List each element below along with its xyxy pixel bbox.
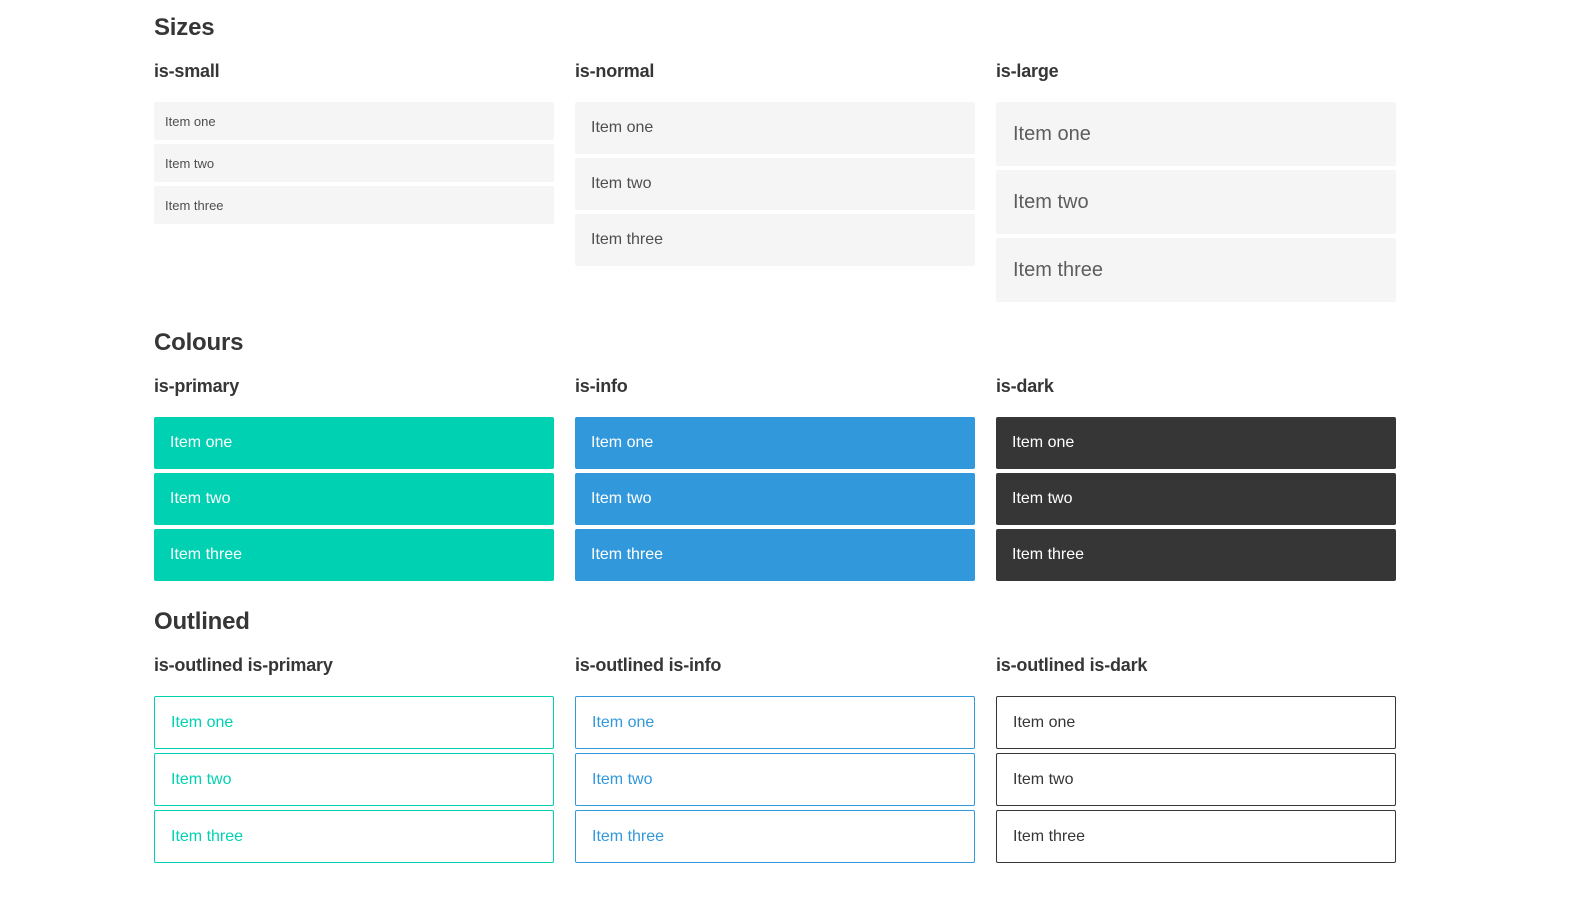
list-item[interactable]: Item three <box>575 810 975 863</box>
group-is-outlined-is-primary: is-outlined is-primary Item one Item two… <box>154 654 554 863</box>
list-item[interactable]: Item one <box>154 102 554 140</box>
list-item[interactable]: Item three <box>996 238 1396 302</box>
list-is-outlined-is-primary: Item one Item two Item three <box>154 696 554 863</box>
group-is-outlined-is-info: is-outlined is-info Item one Item two It… <box>575 654 975 863</box>
list-item[interactable]: Item three <box>575 214 975 266</box>
group-title-is-outlined-is-dark: is-outlined is-dark <box>996 655 1148 675</box>
group-title-is-outlined-is-info: is-outlined is-info <box>575 655 722 675</box>
group-is-info: is-info Item one Item two Item three <box>575 375 975 581</box>
group-is-primary: is-primary Item one Item two Item three <box>154 375 554 581</box>
list-is-info: Item one Item two Item three <box>575 417 975 581</box>
list-item[interactable]: Item one <box>575 696 975 749</box>
list-is-dark: Item one Item two Item three <box>996 417 1396 581</box>
list-item[interactable]: Item two <box>154 753 554 806</box>
list-item[interactable]: Item one <box>154 696 554 749</box>
list-item[interactable]: Item one <box>996 696 1396 749</box>
list-is-outlined-is-info: Item one Item two Item three <box>575 696 975 863</box>
group-title-is-small: is-small <box>154 61 220 81</box>
group-title-is-dark: is-dark <box>996 376 1054 396</box>
group-is-dark: is-dark Item one Item two Item three <box>996 375 1396 581</box>
list-item[interactable]: Item two <box>575 473 975 525</box>
list-is-primary: Item one Item two Item three <box>154 417 554 581</box>
group-title-is-outlined-is-primary: is-outlined is-primary <box>154 655 333 675</box>
colours-columns: is-primary Item one Item two Item three … <box>154 375 1396 581</box>
list-item[interactable]: Item two <box>154 473 554 525</box>
section-title-outlined: Outlined <box>154 608 250 635</box>
section-sizes: Sizes is-small Item one Item two Item th… <box>154 13 1396 302</box>
group-is-outlined-is-dark: is-outlined is-dark Item one Item two It… <box>996 654 1396 863</box>
list-item[interactable]: Item two <box>996 170 1396 234</box>
list-item[interactable]: Item three <box>996 529 1396 581</box>
section-title-colours: Colours <box>154 329 244 356</box>
list-is-small: Item one Item two Item three <box>154 102 554 224</box>
group-is-large: is-large Item one Item two Item three <box>996 60 1396 302</box>
list-is-outlined-is-dark: Item one Item two Item three <box>996 696 1396 863</box>
list-item[interactable]: Item one <box>575 417 975 469</box>
section-outlined: Outlined is-outlined is-primary Item one… <box>154 607 1396 863</box>
list-is-large: Item one Item two Item three <box>996 102 1396 302</box>
group-title-is-large: is-large <box>996 61 1059 81</box>
list-item[interactable]: Item two <box>996 473 1396 525</box>
sizes-columns: is-small Item one Item two Item three is… <box>154 60 1396 302</box>
group-title-is-info: is-info <box>575 376 628 396</box>
list-item[interactable]: Item three <box>154 186 554 224</box>
section-title-sizes: Sizes <box>154 14 215 41</box>
list-item[interactable]: Item two <box>575 753 975 806</box>
group-is-small: is-small Item one Item two Item three <box>154 60 554 224</box>
list-item[interactable]: Item three <box>154 529 554 581</box>
group-title-is-normal: is-normal <box>575 61 655 81</box>
list-item[interactable]: Item one <box>996 102 1396 166</box>
list-item[interactable]: Item three <box>996 810 1396 863</box>
list-item[interactable]: Item one <box>996 417 1396 469</box>
list-item[interactable]: Item two <box>575 158 975 210</box>
section-colours: Colours is-primary Item one Item two Ite… <box>154 328 1396 581</box>
list-item[interactable]: Item two <box>996 753 1396 806</box>
list-is-normal: Item one Item two Item three <box>575 102 975 266</box>
group-is-normal: is-normal Item one Item two Item three <box>575 60 975 266</box>
list-item[interactable]: Item three <box>154 810 554 863</box>
list-item[interactable]: Item two <box>154 144 554 182</box>
group-title-is-primary: is-primary <box>154 376 240 396</box>
outlined-columns: is-outlined is-primary Item one Item two… <box>154 654 1396 863</box>
list-item[interactable]: Item one <box>575 102 975 154</box>
list-item[interactable]: Item one <box>154 417 554 469</box>
list-item[interactable]: Item three <box>575 529 975 581</box>
